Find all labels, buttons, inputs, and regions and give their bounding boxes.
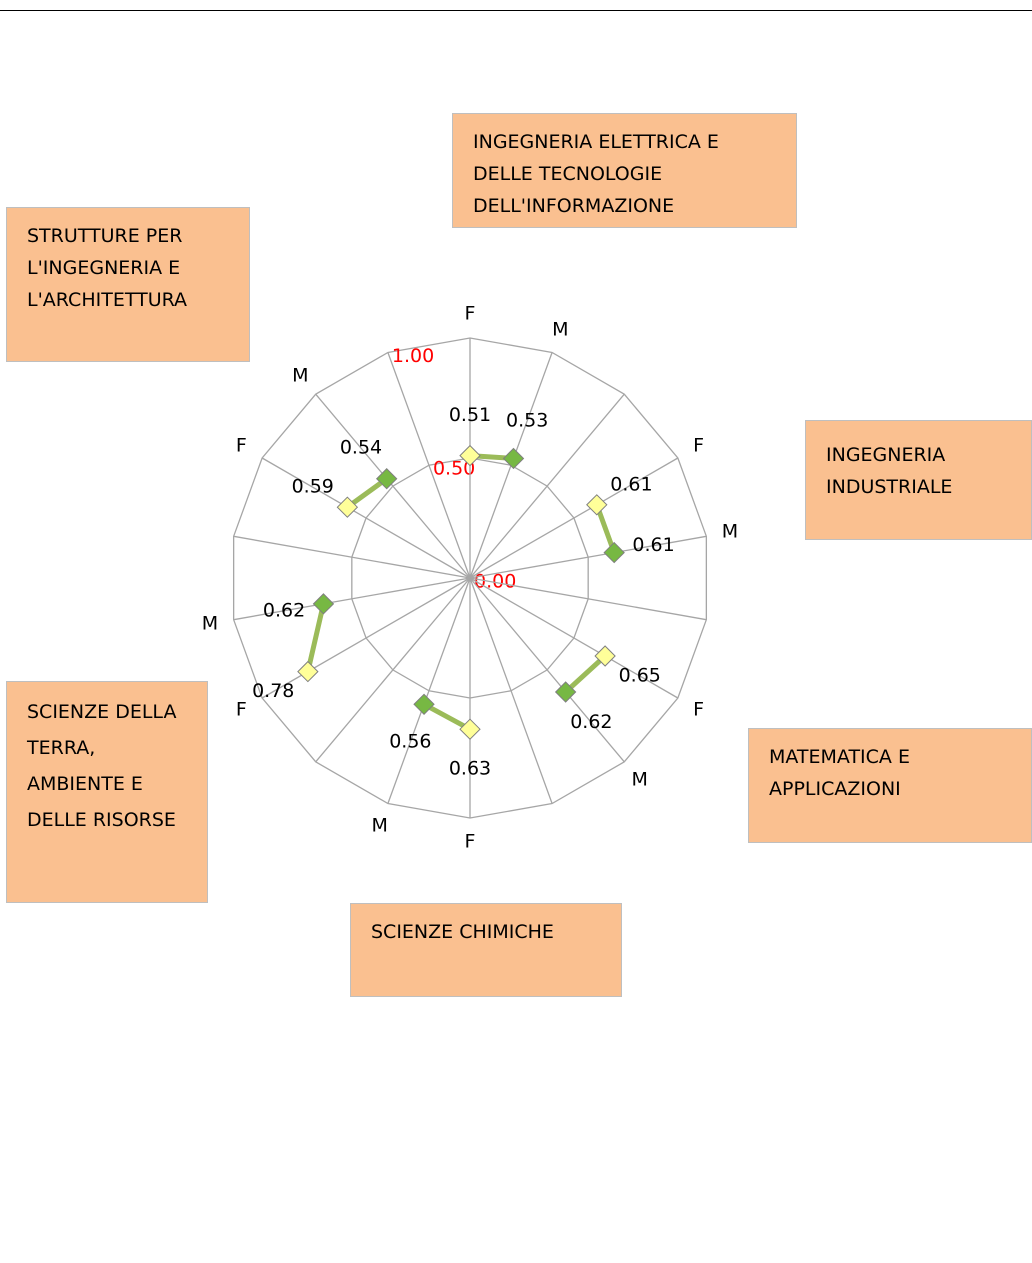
- group-box: MATEMATICA E APPLICAZIONI: [748, 728, 1032, 843]
- point-marker: [459, 444, 481, 467]
- point-marker: [502, 447, 525, 470]
- spoke: [387, 352, 471, 579]
- spoke: [387, 577, 471, 804]
- spoke: [233, 535, 471, 579]
- point-marker: [413, 693, 435, 716]
- category-label: F: [465, 303, 476, 325]
- point-marker: [603, 541, 625, 564]
- data-label: 0.62: [570, 711, 612, 733]
- spoke: [469, 535, 707, 579]
- data-label: 0.63: [449, 758, 491, 780]
- point-marker: [312, 593, 335, 615]
- spoke: [469, 457, 679, 579]
- series-line: [305, 453, 617, 732]
- data-label: 0.62: [263, 599, 305, 621]
- category-label: M: [292, 364, 308, 386]
- top-rule: [0, 10, 1032, 11]
- category-label: F: [236, 699, 247, 721]
- category-label: M: [202, 612, 218, 634]
- data-label: 0.54: [340, 437, 382, 459]
- point-marker: [554, 681, 577, 703]
- group-box: STRUTTURE PER L'INGEGNERIA E L'ARCHITETT…: [6, 207, 250, 362]
- category-label: F: [465, 831, 476, 853]
- spoke: [261, 577, 471, 699]
- spoke: [261, 457, 471, 579]
- data-label: 0.56: [389, 730, 431, 752]
- category-label: F: [693, 699, 704, 721]
- spoke: [469, 577, 553, 804]
- spoke: [469, 577, 625, 763]
- data-label: 0.61: [632, 534, 674, 556]
- category-label: M: [372, 815, 388, 837]
- spoke: [315, 393, 471, 579]
- point-marker: [586, 494, 608, 516]
- category-label: M: [552, 318, 568, 340]
- group-box: SCIENZE CHIMICHE: [350, 903, 622, 997]
- point-marker: [375, 468, 398, 490]
- data-label: 0.51: [449, 404, 491, 426]
- data-label: 0.61: [610, 473, 652, 495]
- category-label: M: [722, 521, 738, 543]
- r-tick-label: 1.00: [392, 345, 434, 367]
- point-marker: [297, 660, 319, 683]
- group-box: INGEGNERIA INDUSTRIALE: [805, 420, 1032, 540]
- category-label: M: [631, 769, 647, 791]
- group-box: INGEGNERIA ELETTRICA E DELLE TECNOLOGIE …: [452, 113, 797, 228]
- data-label: 0.59: [292, 476, 334, 498]
- spoke: [469, 393, 625, 579]
- point-marker: [336, 496, 359, 518]
- spoke: [469, 577, 679, 699]
- point-marker: [459, 718, 481, 740]
- category-label: F: [693, 435, 704, 457]
- category-label: F: [236, 435, 247, 457]
- group-box: SCIENZE DELLA TERRA, AMBIENTE E DELLE RI…: [6, 681, 208, 903]
- data-label: 0.53: [506, 409, 548, 431]
- r-tick-label: 0.50: [433, 458, 475, 480]
- spoke: [233, 577, 471, 621]
- data-label: 0.65: [619, 665, 661, 687]
- spoke: [469, 577, 707, 621]
- point-marker: [594, 645, 616, 667]
- data-label: 0.78: [252, 680, 294, 702]
- spoke: [315, 577, 471, 763]
